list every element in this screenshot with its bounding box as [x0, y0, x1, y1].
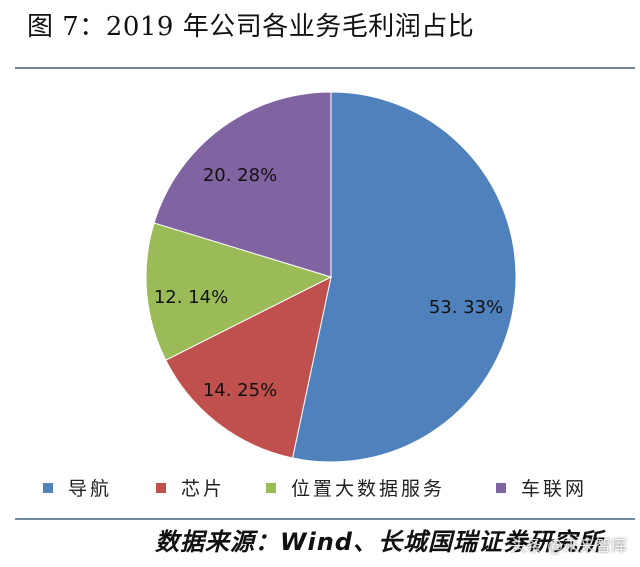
bottom-divider	[15, 518, 635, 520]
legend-item-telematics: 车联网	[496, 474, 587, 501]
legend-label: 导航	[68, 478, 113, 500]
slice-telematics	[153, 91, 332, 278]
slice-value-label: 20. 28%	[203, 165, 277, 186]
legend-swatch-icon	[266, 482, 276, 493]
legend-swatch-icon	[43, 482, 53, 493]
pie-labels: 53. 33% 14. 25% 12. 14% 20. 28%	[154, 165, 503, 401]
data-source: 数据来源：Wind、长城国瑞证券研究所	[155, 528, 603, 556]
slice-location-big-data	[145, 222, 333, 361]
legend-swatch-icon	[156, 482, 166, 493]
figure-title: 图 7：2019 年公司各业务毛利润占比	[27, 12, 475, 42]
legend: 导航 芯片 位置大数据服务 车联网	[0, 474, 640, 500]
pie-slices	[145, 91, 517, 463]
slice-value-label: 12. 14%	[154, 287, 228, 308]
legend-swatch-icon	[496, 482, 506, 493]
slice-chip	[165, 276, 332, 459]
top-divider	[15, 67, 635, 69]
legend-label: 芯片	[181, 478, 226, 500]
slice-value-label: 14. 25%	[203, 380, 277, 401]
watermark: 头条 @未来智库	[510, 536, 628, 555]
legend-label: 车联网	[521, 478, 588, 500]
legend-item-chip: 芯片	[156, 474, 225, 501]
legend-item-navigation: 导航	[43, 474, 112, 501]
legend-label: 位置大数据服务	[291, 478, 446, 500]
slice-value-label: 53. 33%	[429, 297, 503, 318]
slice-navigation	[291, 91, 517, 463]
legend-item-location-big-data: 位置大数据服务	[266, 474, 445, 501]
